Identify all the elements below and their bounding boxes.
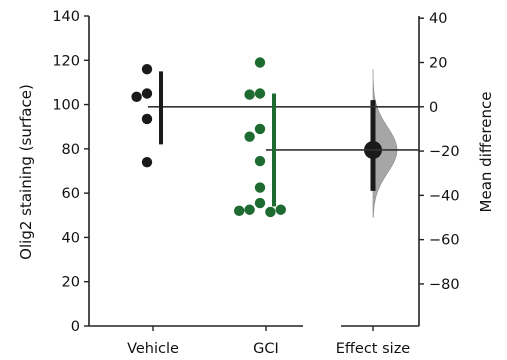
y-axis-title: Olig2 staining (surface) bbox=[17, 84, 35, 260]
right-tick-label: −80 bbox=[429, 277, 460, 293]
left-tick-label: 60 bbox=[62, 186, 80, 202]
left-tick-label: 140 bbox=[52, 9, 80, 25]
right-tick-label: 20 bbox=[429, 56, 447, 72]
data-point bbox=[141, 63, 153, 75]
right-tick-label: 0 bbox=[429, 100, 438, 116]
data-point bbox=[141, 88, 153, 99]
data-point bbox=[254, 182, 266, 193]
data-point bbox=[254, 88, 266, 99]
left-tick-label: 80 bbox=[62, 142, 80, 158]
data-point bbox=[234, 205, 245, 217]
left-tick-label: 20 bbox=[62, 275, 80, 291]
y2-axis-title: Mean difference bbox=[477, 92, 495, 213]
left-tick-label: 40 bbox=[62, 230, 80, 246]
left-tick-label: 0 bbox=[71, 319, 80, 335]
right-tick-label: 40 bbox=[429, 11, 447, 27]
data-point bbox=[254, 155, 266, 167]
left-tick-label: 120 bbox=[52, 53, 80, 69]
right-y-axis: 40 20 0 −20 −40 −60 −80 bbox=[418, 11, 460, 326]
data-point bbox=[254, 123, 266, 135]
data-point bbox=[254, 57, 266, 68]
x-tick-label: Effect size bbox=[336, 341, 411, 357]
data-point bbox=[131, 91, 142, 103]
data-point bbox=[244, 89, 255, 100]
left-y-axis: 0 20 40 60 80 100 120 140 bbox=[52, 9, 90, 335]
right-tick-label: −60 bbox=[429, 233, 460, 249]
reference-lines bbox=[148, 105, 419, 151]
data-point bbox=[265, 206, 276, 218]
data-point bbox=[244, 131, 255, 142]
data-point bbox=[141, 156, 153, 168]
right-tick-label: −20 bbox=[429, 144, 460, 160]
x-axis: Vehicle GCI Effect size bbox=[89, 325, 419, 357]
swarm-points bbox=[131, 57, 286, 218]
left-tick-label: 100 bbox=[52, 98, 80, 114]
x-tick-label: Vehicle bbox=[127, 341, 179, 357]
data-point bbox=[244, 204, 255, 215]
data-point bbox=[141, 113, 153, 125]
data-point bbox=[275, 204, 286, 215]
data-point bbox=[254, 197, 266, 209]
right-tick-label: −40 bbox=[429, 188, 460, 204]
bootstrap-distribution bbox=[372, 68, 398, 218]
effect-size-panel bbox=[364, 68, 398, 218]
x-tick-label: GCI bbox=[253, 341, 279, 357]
